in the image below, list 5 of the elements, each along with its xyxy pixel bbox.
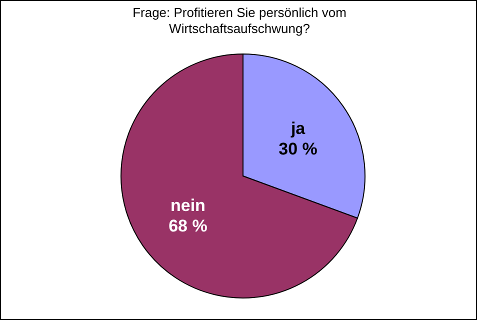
slice-label: nein bbox=[170, 196, 206, 215]
data-label: 68 % bbox=[168, 216, 208, 236]
chart-title: Frage: Profitieren Sie persönlich vom Wirtschaftsaufschwung? bbox=[132, 5, 348, 37]
slice-label: ja bbox=[290, 119, 306, 138]
data-label: 30 % bbox=[278, 140, 318, 159]
